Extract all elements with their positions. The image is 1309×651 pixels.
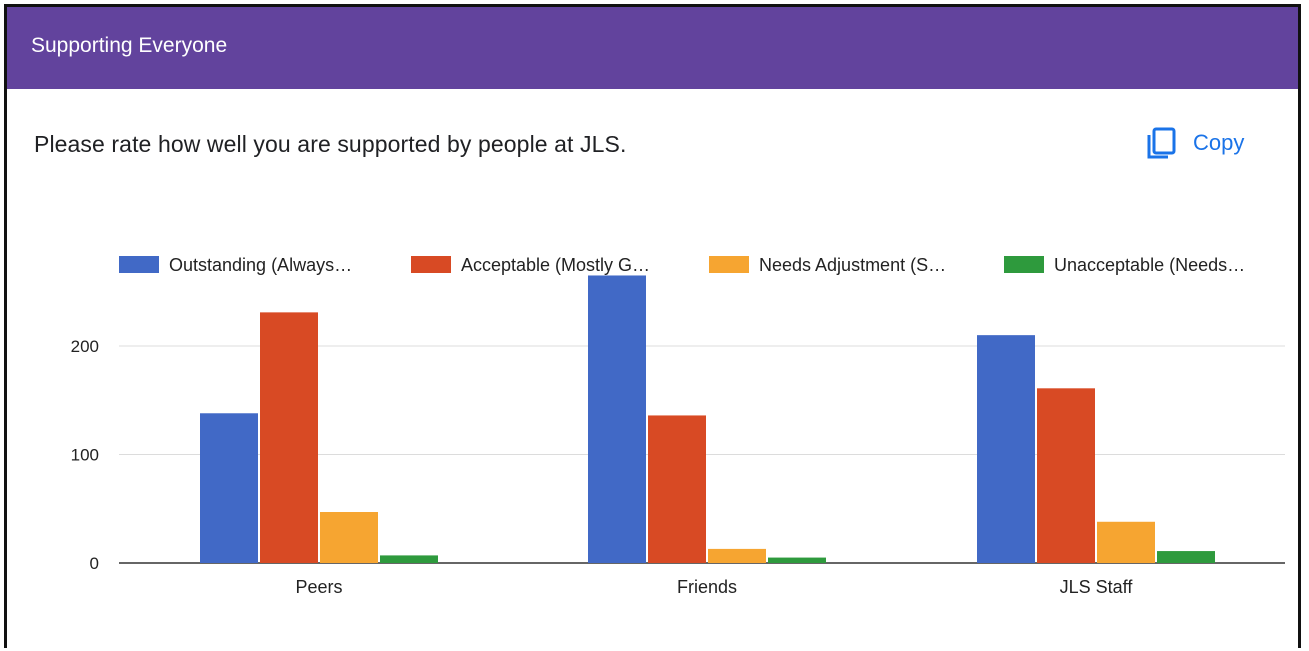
- copy-label: Copy: [1193, 130, 1245, 155]
- bar: [200, 413, 258, 563]
- category-label: Friends: [677, 577, 737, 597]
- question-card: Supporting Everyone Please rate how well…: [4, 4, 1301, 648]
- y-tick-label: 0: [90, 554, 99, 573]
- section-title: Supporting Everyone: [31, 34, 228, 57]
- category-label: JLS Staff: [1060, 577, 1134, 597]
- legend-label: Unacceptable (Needs…: [1054, 255, 1245, 275]
- legend-swatch: [411, 256, 451, 273]
- bar: [260, 312, 318, 563]
- bar: [977, 335, 1035, 563]
- category-label: Peers: [295, 577, 342, 597]
- bar: [708, 548, 766, 563]
- bar: [588, 275, 646, 563]
- bar: [648, 415, 706, 563]
- section-header: Supporting Everyone: [7, 7, 1298, 89]
- legend-swatch: [709, 256, 749, 273]
- bar: [320, 512, 378, 563]
- bar-chart: 0 100 200 Peers Friends JLS Staff Outstanding …: [71, 255, 1285, 597]
- legend-label: Needs Adjustment (S…: [759, 255, 946, 275]
- question-text: Please rate how well you are supported b…: [34, 131, 627, 157]
- legend-swatch: [119, 256, 159, 273]
- copy-icon: [1145, 126, 1179, 160]
- bar: [1097, 521, 1155, 563]
- legend-label: Outstanding (Always…: [169, 255, 352, 275]
- copy-chart-button[interactable]: Copy: [1145, 123, 1244, 163]
- bar: [1037, 388, 1095, 563]
- legend-label: Acceptable (Mostly G…: [461, 255, 650, 275]
- bar: [1157, 551, 1215, 563]
- bar: [768, 557, 826, 563]
- legend-swatch: [1004, 256, 1044, 273]
- y-tick-label: 100: [71, 446, 99, 465]
- bar: [380, 555, 438, 563]
- y-tick-label: 200: [71, 337, 99, 356]
